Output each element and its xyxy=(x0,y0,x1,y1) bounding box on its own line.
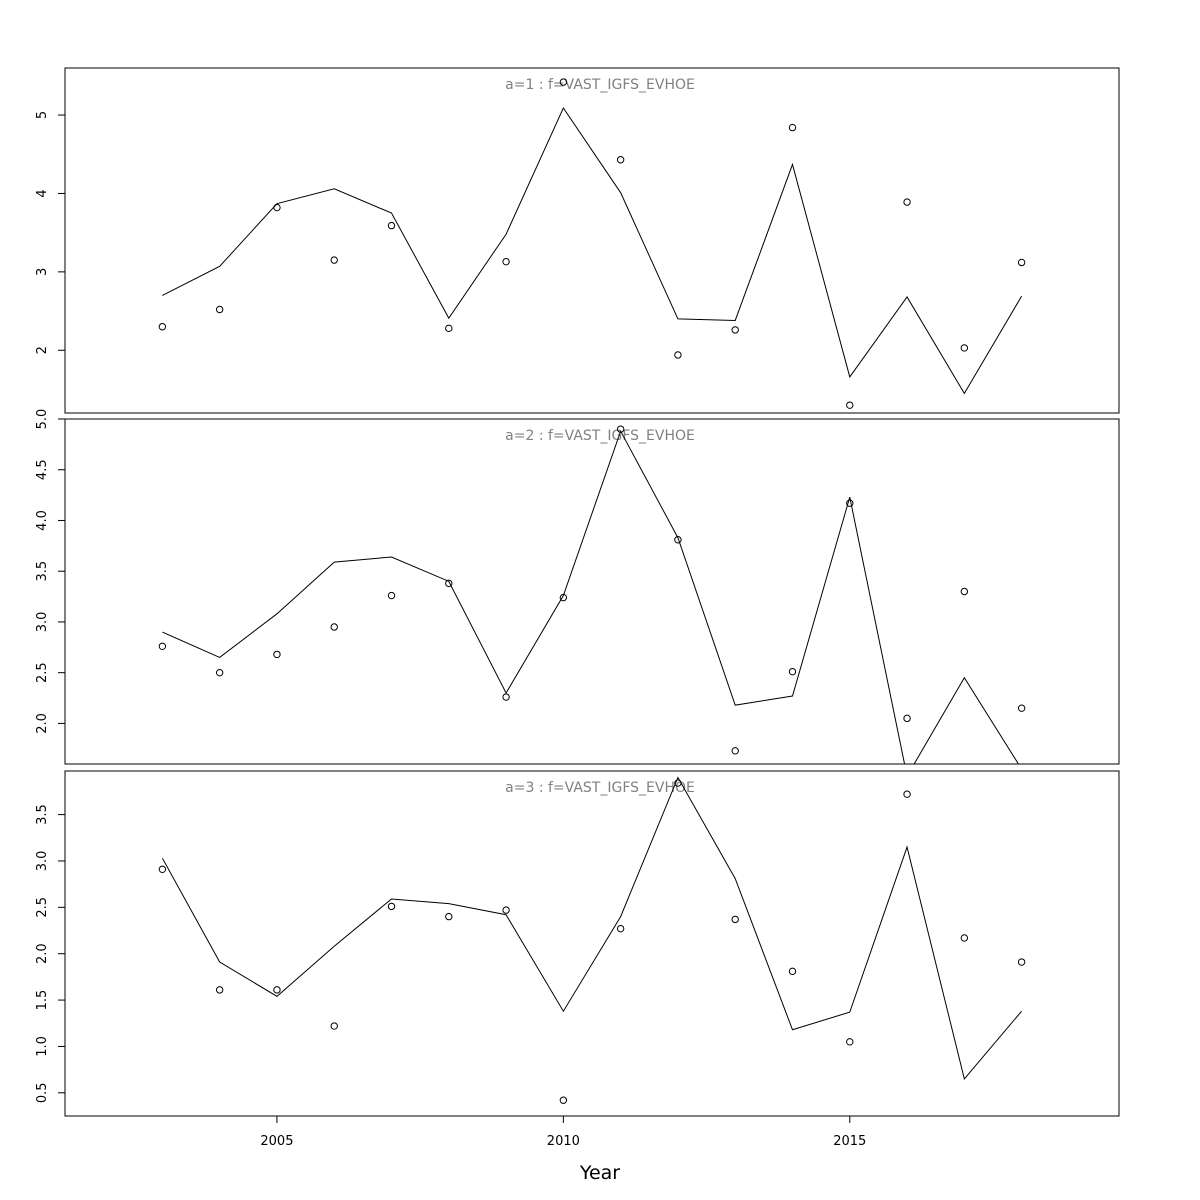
panel-2-data-point xyxy=(330,623,338,631)
panel-3-data-point xyxy=(215,986,224,994)
panel-3-data-point xyxy=(559,1096,568,1104)
panel-3-data-point xyxy=(445,912,453,921)
y-tick-label: 3.0 xyxy=(35,612,50,633)
y-tick-label: 5.0 xyxy=(35,409,50,430)
y-tick-label: 2.0 xyxy=(35,943,50,964)
panel-2-data-point xyxy=(788,667,797,676)
y-tick-label: 1.0 xyxy=(35,1036,50,1057)
panel-2-data-point xyxy=(846,499,854,507)
panel-2-fit-line xyxy=(162,429,1020,764)
panel-3-fit-line xyxy=(161,776,1023,1080)
panel-3-data-point xyxy=(273,986,281,994)
y-tick-label: 4.0 xyxy=(35,510,50,531)
y-tick-label: 3.0 xyxy=(35,851,50,872)
panel-3-data-point xyxy=(158,865,167,874)
panel-1-data-point xyxy=(1017,258,1026,267)
panel-2-data-point xyxy=(731,747,739,755)
panel-2-data-point xyxy=(903,714,911,723)
x-tick-label: 2015 xyxy=(833,1134,866,1149)
x-axis-title: Year xyxy=(579,1162,620,1184)
panel-a1: a=1 : f=VAST_IGFS_EVHOE 2 3 4 5 xyxy=(35,67,1120,414)
panel-a2: a=2 : f=VAST_IGFS_EVHOE 2.0 2.5 3.0 3.5 4.0 4… xyxy=(35,409,1120,765)
panel-1-data-point xyxy=(502,257,510,266)
panel-1-data-point xyxy=(158,323,167,331)
y-tick-label: 4.5 xyxy=(35,459,50,480)
x-tick-label: 2005 xyxy=(260,1134,293,1149)
panel-2-data-point xyxy=(616,425,625,433)
panel-1-data-point xyxy=(387,221,396,230)
panel-2-data-point xyxy=(215,668,224,677)
y-tick-label: 1.5 xyxy=(35,990,50,1011)
panel-3-data-point xyxy=(731,915,739,924)
panel-a1-frame xyxy=(64,67,1120,414)
x-axis: 2005 2010 2015 xyxy=(260,1115,866,1149)
y-tick-label: 2.0 xyxy=(35,713,50,734)
panel-3-data-point xyxy=(846,1038,854,1046)
panel-2-data-point xyxy=(674,536,682,544)
panel-2-data-point xyxy=(559,593,568,602)
panel-1-data-point xyxy=(445,324,453,333)
panel-a3-title: a=3 : f=VAST_IGFS_EVHOE xyxy=(505,780,695,796)
panel-1-fit-line xyxy=(162,106,1023,395)
panel-3-data-point xyxy=(960,934,969,942)
panel-1-data-point xyxy=(788,123,797,132)
panel-3-data-point xyxy=(1017,958,1026,966)
y-tick-label: 3 xyxy=(35,268,50,276)
panel-1-data-point xyxy=(559,78,568,86)
panel-3-data-point xyxy=(788,967,797,976)
panel-2-data-point xyxy=(387,591,396,600)
panel-2-data-point xyxy=(445,579,453,588)
panel-2-data-point xyxy=(158,642,167,650)
panel-3-data-point xyxy=(903,790,911,798)
panel-1-data-point xyxy=(960,344,969,352)
panel-1-data-point xyxy=(330,256,338,264)
panel-1-data-point xyxy=(731,326,739,334)
y-tick-label: 4 xyxy=(35,189,50,197)
panel-2-data-point xyxy=(502,693,510,701)
y-tick-label: 2.5 xyxy=(35,897,50,918)
panel-3-data-point xyxy=(387,902,396,911)
panel-1-data-point xyxy=(846,401,854,409)
panel-1-data-point xyxy=(215,305,224,314)
y-tick-label: 2.5 xyxy=(35,662,50,683)
panel-a2-title: a=2 : f=VAST_IGFS_EVHOE xyxy=(505,428,695,444)
y-tick-label: 3.5 xyxy=(35,561,50,582)
panel-3-data-point xyxy=(330,1022,338,1030)
panel-1-data-point xyxy=(674,351,682,359)
panel-1-data-point xyxy=(273,203,281,212)
panel-1-data-point xyxy=(903,198,911,206)
y-tick-label: 5 xyxy=(35,111,50,119)
panel-3-data-point xyxy=(674,779,682,787)
y-tick-label: 3.5 xyxy=(35,804,50,825)
panel-a3: a=3 : f=VAST_IGFS_EVHOE 0.5 1.0 1.5 2.0 2.5 3… xyxy=(35,770,1120,1117)
panel-2-data-point xyxy=(960,587,969,596)
x-tick-label: 2010 xyxy=(547,1134,580,1149)
panel-2-data-point xyxy=(1017,704,1026,712)
y-tick-label: 0.5 xyxy=(35,1082,50,1103)
panel-a1-title: a=1 : f=VAST_IGFS_EVHOE xyxy=(505,77,695,93)
y-tick-label: 2 xyxy=(35,346,50,354)
panel-1-data-point xyxy=(616,156,625,164)
panel-3-data-point xyxy=(502,906,510,914)
panel-3-data-point xyxy=(616,924,625,933)
panel-2-data-point xyxy=(273,650,281,659)
